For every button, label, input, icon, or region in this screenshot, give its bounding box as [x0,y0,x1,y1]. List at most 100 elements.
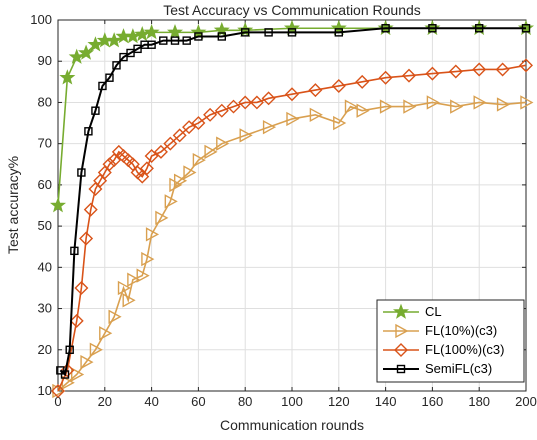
data-point [106,32,123,48]
data-point [68,48,85,64]
data-point [83,202,98,217]
y-tick-label: 20 [38,342,52,357]
data-point [191,116,206,131]
data-point [356,103,370,118]
data-point [144,149,159,164]
data-point [472,62,487,77]
data-point [122,293,136,308]
x-tick-label: 100 [281,394,303,409]
data-point [166,23,184,40]
data-point [99,326,113,341]
data-point [217,32,227,41]
data-point [102,157,117,172]
data-point [153,144,168,159]
data-point [262,119,277,135]
data-point [334,28,343,37]
data-point [214,103,229,118]
data-point [285,87,299,102]
data-point [139,161,154,176]
data-point [155,210,169,226]
data-point [519,58,533,73]
data-point [448,64,463,79]
data-point [49,197,67,213]
data-point [330,19,347,36]
data-point [136,268,150,283]
data-point [333,115,347,131]
data-point [249,95,264,110]
series-layer [49,19,535,399]
data-point [105,73,114,82]
data-point [286,111,300,127]
data-point [239,128,253,143]
y-tick-label: 60 [38,177,52,192]
x-tick-label: 60 [191,394,205,409]
data-point [59,69,76,85]
y-axis-label: Test accuracy% [5,156,21,254]
y-tick-label: 50 [38,218,52,233]
data-point [226,99,241,114]
x-tick-label: 80 [238,394,252,409]
data-point [308,83,323,98]
data-point [264,28,273,37]
series-1 [52,95,534,399]
legend-label: FL(10%)(c3) [425,323,497,338]
chart-title: Test Accuracy vs Communication Rounds [163,2,421,18]
data-point [331,78,346,93]
data-point [143,23,160,40]
data-point [163,136,178,151]
series-line [57,64,527,392]
data-point [70,246,79,256]
data-point [89,342,103,357]
data-point [117,280,131,296]
data-point [182,36,191,45]
data-point [520,95,534,110]
legend-marker [394,343,408,357]
data-point [203,107,218,122]
data-point [159,36,168,45]
y-tick-label: 30 [38,301,52,316]
data-point [240,28,250,37]
legend-marker [392,303,410,319]
data-point [65,345,74,354]
series-2 [51,58,533,398]
data-point [426,95,440,110]
data-point [238,95,253,110]
data-point [355,74,370,89]
x-tick-label: 160 [422,394,444,409]
legend-label: SemiFL(c3) [425,361,492,376]
data-point [173,173,188,188]
legend-label: FL(100%)(c3) [425,342,504,357]
axis-ticks: 0 20 40 60 80 100 120 140 160 180 200 10 20 30 40 50 60 7… [30,12,537,409]
data-point [473,95,487,110]
data-point [91,106,100,115]
x-tick-label: 20 [98,394,112,409]
y-tick-label: 70 [38,136,52,151]
data-point [287,28,297,37]
data-point [183,165,197,180]
data-point [521,24,531,33]
data-point [169,177,183,193]
data-point [402,68,416,83]
x-tick-label: 200 [515,394,537,409]
data-point [141,251,155,267]
series-3 [56,24,531,379]
data-point [77,168,86,177]
y-tick-label: 80 [38,94,52,109]
data-point [87,36,104,52]
data-point [164,194,178,209]
data-point [112,61,121,70]
y-tick-label: 10 [38,383,52,398]
y-tick-label: 90 [38,53,52,68]
x-tick-label: 140 [375,394,397,409]
data-point [98,81,107,91]
data-point [71,367,85,382]
data-point [172,128,187,143]
data-point [127,272,141,287]
data-point [192,152,206,168]
data-point [194,32,203,41]
data-point [403,99,417,114]
y-tick-label: 40 [38,259,52,274]
data-point [79,231,94,246]
data-point [147,40,156,49]
data-point [170,36,180,45]
